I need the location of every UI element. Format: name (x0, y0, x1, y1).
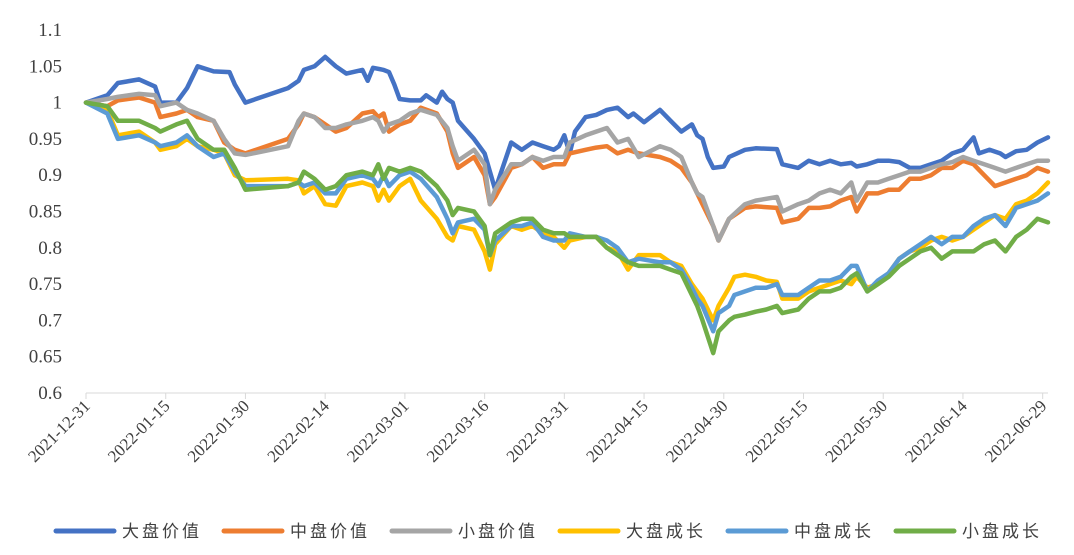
series-line-3 (83, 100, 1051, 323)
x-tick-label: 2021-12-31 (24, 396, 94, 466)
legend-label: 小盘成长 (962, 522, 1042, 542)
series-line-0 (83, 54, 1051, 192)
legend: 大盘价值 中盘价值 小盘价值 大盘成长 中盘成长 小盘成长 (53, 522, 1042, 542)
y-tick-label: 1.1 (38, 20, 62, 41)
x-tick-label: 2022-04-30 (662, 396, 732, 466)
x-tick-label: 2022-01-30 (184, 396, 254, 466)
x-axis: 2021-12-31 2022-01-15 2022-01-30 2022-02-14… (24, 393, 1051, 466)
y-tick-label: 1.05 (29, 56, 62, 77)
legend-label: 中盘价值 (290, 522, 370, 542)
y-tick-label: 0.6 (38, 383, 62, 404)
x-tick-label: 2022-05-30 (822, 396, 892, 466)
x-tick-label: 2022-02-14 (263, 396, 333, 466)
series-line-2 (83, 91, 1051, 243)
y-tick-label: 0.75 (29, 274, 62, 295)
y-tick-label: 0.65 (29, 347, 62, 368)
x-tick-label: 2022-06-29 (981, 396, 1051, 466)
x-tick-label: 2022-05-15 (742, 396, 812, 466)
series-line-5 (83, 100, 1051, 356)
y-tick-label: 0.9 (38, 165, 62, 186)
x-tick-label: 2022-06-14 (901, 396, 971, 466)
series-lines (83, 54, 1051, 356)
legend-label: 大盘价值 (122, 522, 202, 542)
x-tick-label: 2022-01-15 (104, 396, 174, 466)
x-tick-label: 2022-04-15 (582, 396, 652, 466)
y-tick-label: 0.7 (38, 310, 62, 331)
x-tick-label: 2022-03-16 (423, 396, 493, 466)
y-tick-label: 0.85 (29, 202, 62, 223)
y-tick-label: 1 (53, 93, 63, 114)
legend-label: 小盘价值 (458, 522, 538, 542)
x-tick-label: 2022-03-01 (343, 396, 413, 466)
legend-label: 大盘成长 (626, 522, 706, 542)
y-tick-label: 0.8 (38, 238, 62, 259)
x-tick-label: 2022-03-31 (503, 396, 573, 466)
y-tick-label: 0.95 (29, 129, 62, 150)
y-axis: 0.6 0.65 0.7 0.75 0.8 0.85 0.9 0.95 1 1.05 1.1 (29, 20, 62, 404)
legend-label: 中盘成长 (794, 522, 874, 542)
